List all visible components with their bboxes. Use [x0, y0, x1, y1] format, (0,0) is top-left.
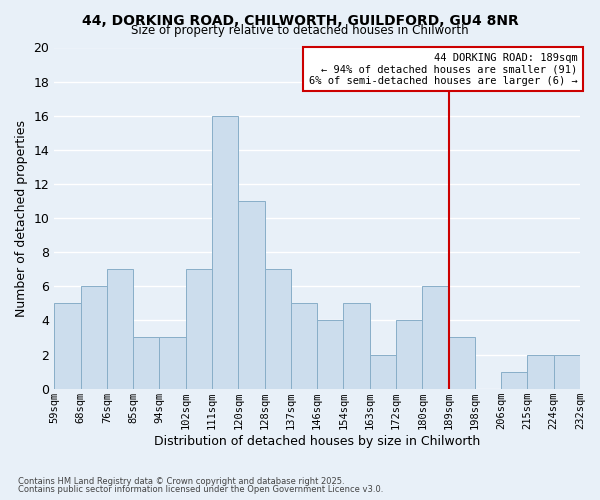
Text: 44 DORKING ROAD: 189sqm
← 94% of detached houses are smaller (91)
6% of semi-det: 44 DORKING ROAD: 189sqm ← 94% of detache… [308, 52, 577, 86]
X-axis label: Distribution of detached houses by size in Chilworth: Distribution of detached houses by size … [154, 434, 480, 448]
Text: Contains public sector information licensed under the Open Government Licence v3: Contains public sector information licen… [18, 485, 383, 494]
Y-axis label: Number of detached properties: Number of detached properties [15, 120, 28, 316]
Bar [238, 201, 265, 388]
Bar [212, 116, 238, 388]
Bar [396, 320, 422, 388]
Bar [343, 304, 370, 388]
Bar [107, 270, 133, 388]
Text: Contains HM Land Registry data © Crown copyright and database right 2025.: Contains HM Land Registry data © Crown c… [18, 477, 344, 486]
Bar [291, 304, 317, 388]
Bar [501, 372, 527, 388]
Bar [422, 286, 449, 388]
Bar [554, 354, 580, 388]
Bar [160, 338, 186, 388]
Text: Size of property relative to detached houses in Chilworth: Size of property relative to detached ho… [131, 24, 469, 37]
Bar [186, 270, 212, 388]
Bar [54, 304, 80, 388]
Bar [527, 354, 554, 388]
Text: 44, DORKING ROAD, CHILWORTH, GUILDFORD, GU4 8NR: 44, DORKING ROAD, CHILWORTH, GUILDFORD, … [82, 14, 518, 28]
Bar [370, 354, 396, 388]
Bar [133, 338, 160, 388]
Bar [265, 270, 291, 388]
Bar [80, 286, 107, 388]
Bar [317, 320, 343, 388]
Bar [449, 338, 475, 388]
